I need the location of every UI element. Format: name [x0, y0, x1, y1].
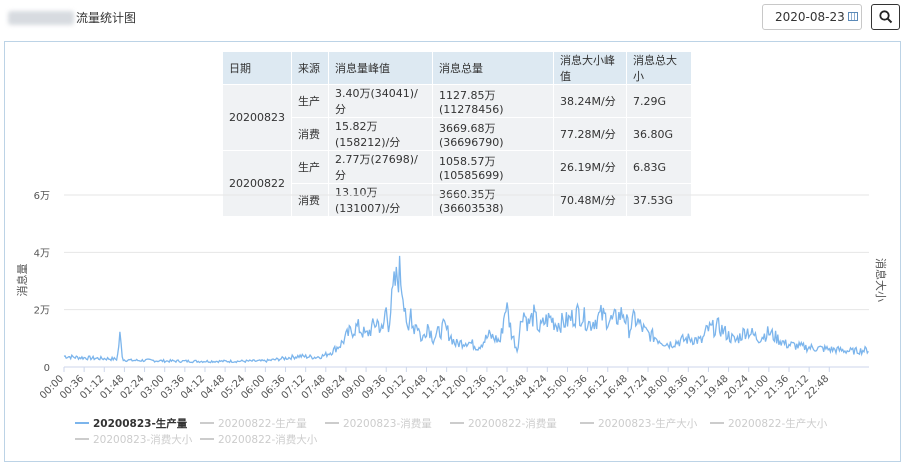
legend-item[interactable]: 20200822-消费量 [450, 417, 557, 430]
chart-legend: 20200823-生产量 20200822-生产量 20200823-消费量 2020… [75, 417, 828, 446]
size-total-cell: 37.53G [626, 183, 692, 217]
size-total-cell: 36.80G [626, 117, 692, 151]
date-cell: 20200823 [222, 84, 292, 151]
search-icon [879, 10, 893, 24]
peak-cell: 2.77万(27698)/分 [328, 150, 433, 184]
total-cell: 3669.68万(36696790) [432, 117, 554, 151]
legend-label: 20200822-消费量 [468, 417, 557, 430]
legend-item[interactable]: 20200822-生产大小 [710, 417, 828, 430]
stats-header-row: 日期 来源 消息量峰值 消息总量 消息大小峰值 消息总大小 [222, 51, 692, 85]
legend-label: 20200823-生产大小 [598, 417, 698, 430]
col-peak: 消息量峰值 [328, 51, 433, 85]
legend-item[interactable]: 20200823-消费量 [325, 417, 432, 430]
date-cell: 20200822 [222, 150, 292, 217]
legend-label: 20200822-生产大小 [728, 417, 828, 430]
col-date: 日期 [222, 51, 292, 85]
table-row: 消费 13.10万(131007)/分 3660.35万(36603538) 7… [223, 183, 692, 217]
date-value: 2020-08-23 [775, 10, 845, 24]
calendar-icon[interactable] [848, 12, 858, 21]
search-button[interactable] [871, 4, 900, 30]
table-row: 消费 15.82万(158212)/分 3669.68万(36696790) 7… [223, 117, 692, 151]
redacted-host-label [8, 11, 74, 25]
col-size-total: 消息总大小 [626, 51, 692, 85]
size-peak-cell: 38.24M/分 [553, 84, 627, 118]
source-cell: 消费 [291, 117, 329, 151]
legend-item[interactable]: 20200822-消费大小 [200, 433, 318, 446]
legend-item[interactable]: 20200823-生产量 [75, 417, 188, 430]
legend-label: 20200823-生产量 [93, 417, 188, 430]
stats-table: 日期 来源 消息量峰值 消息总量 消息大小峰值 消息总大小 20200823 生… [222, 51, 692, 217]
legend-item[interactable]: 20200822-生产量 [200, 417, 307, 430]
page-title: 流量统计图 [76, 11, 137, 25]
legend-label: 20200822-生产量 [218, 417, 307, 430]
legend-label: 20200822-消费大小 [218, 433, 318, 446]
source-cell: 消费 [291, 183, 329, 217]
size-peak-cell: 70.48M/分 [553, 183, 627, 217]
date-picker-input[interactable]: 2020-08-23 [762, 4, 862, 30]
table-row: 20200822 生产 2.77万(27698)/分 1058.57万(1058… [222, 150, 692, 217]
total-cell: 1127.85万(11278456) [432, 84, 554, 118]
peak-cell: 15.82万(158212)/分 [328, 117, 433, 151]
size-peak-cell: 26.19M/分 [553, 150, 627, 184]
col-source: 来源 [291, 51, 329, 85]
col-total: 消息总量 [432, 51, 554, 85]
legend-item[interactable]: 20200823-消费大小 [75, 433, 193, 446]
legend-label: 20200823-消费大小 [93, 433, 193, 446]
size-total-cell: 6.83G [626, 150, 692, 184]
legend-label: 20200823-消费量 [343, 417, 432, 430]
top-bar: 流量统计图 2020-08-23 [0, 0, 907, 36]
table-row: 20200823 生产 3.40万(34041)/分 1127.85万(1127… [222, 84, 692, 151]
peak-cell: 13.10万(131007)/分 [328, 183, 433, 217]
source-cell: 生产 [291, 150, 329, 184]
peak-cell: 3.40万(34041)/分 [328, 84, 433, 118]
legend-item[interactable]: 20200823-生产大小 [580, 417, 698, 430]
size-total-cell: 7.29G [626, 84, 692, 118]
source-cell: 生产 [291, 84, 329, 118]
total-cell: 3660.35万(36603538) [432, 183, 554, 217]
total-cell: 1058.57万(10585699) [432, 150, 554, 184]
size-peak-cell: 77.28M/分 [553, 117, 627, 151]
col-size-peak: 消息大小峰值 [553, 51, 627, 85]
